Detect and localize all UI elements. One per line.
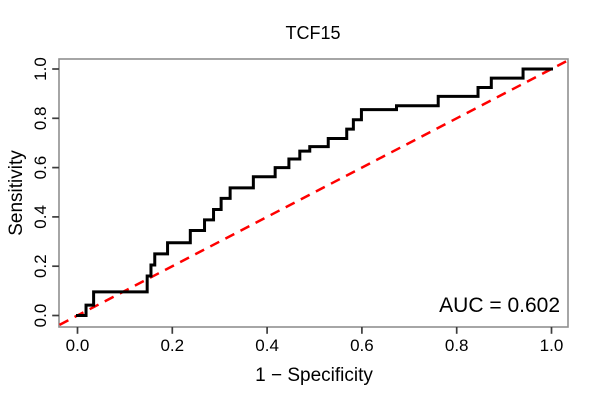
plot-title: TCF15 [285, 23, 340, 43]
tick-label: 0.0 [66, 336, 90, 355]
reference-diagonal-line [58, 59, 570, 326]
tick-label: 1.0 [540, 336, 564, 355]
auc-annotation: AUC = 0.602 [439, 294, 560, 317]
roc-curve [76, 67, 553, 317]
tick-label: 0.0 [31, 304, 50, 328]
tick-label: 0.6 [31, 156, 50, 180]
tick-label: 0.2 [160, 336, 184, 355]
x-axis-label: 1 − Specificity [255, 365, 373, 386]
tick-label: 0.2 [31, 254, 50, 278]
tick-label: 0.8 [31, 106, 50, 130]
tick-label: 0.4 [255, 336, 279, 355]
tick-label: 1.0 [31, 57, 50, 81]
tick-label: 0.8 [445, 336, 469, 355]
tick-label: 0.4 [31, 205, 50, 229]
x-axis-ticks: 0.0 0.2 0.4 0.6 0.8 1.0 [66, 327, 564, 355]
y-axis-label: Sensitivity [6, 150, 27, 236]
plot-box [58, 58, 569, 328]
tick-label: 0.6 [350, 336, 374, 355]
y-axis-ticks: 0.0 0.2 0.4 0.6 0.8 1.0 [31, 57, 59, 327]
